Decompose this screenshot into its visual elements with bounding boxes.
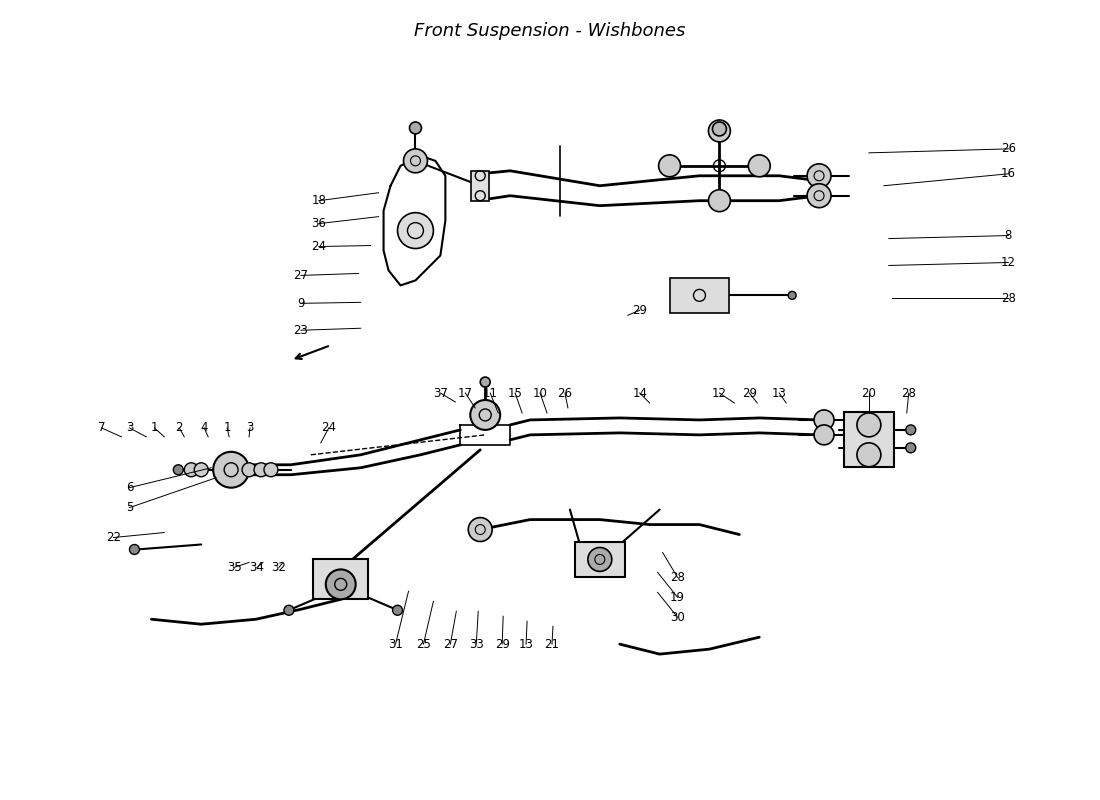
Text: 3: 3 <box>246 422 254 434</box>
Circle shape <box>659 155 681 177</box>
Circle shape <box>404 149 428 173</box>
Bar <box>314 559 369 599</box>
Text: 34: 34 <box>250 561 264 574</box>
Text: 2: 2 <box>176 422 183 434</box>
Text: 12: 12 <box>1001 256 1016 269</box>
Text: 5: 5 <box>125 501 133 514</box>
Circle shape <box>905 425 915 435</box>
Text: 29: 29 <box>495 638 509 650</box>
Text: 11: 11 <box>483 386 497 399</box>
Text: 33: 33 <box>469 638 484 650</box>
Text: 27: 27 <box>443 638 458 650</box>
Circle shape <box>469 518 492 542</box>
Text: 20: 20 <box>861 386 877 399</box>
Text: 21: 21 <box>544 638 560 650</box>
Circle shape <box>789 291 796 299</box>
Text: 27: 27 <box>294 269 308 282</box>
Text: 14: 14 <box>632 386 647 399</box>
Circle shape <box>807 164 830 188</box>
Circle shape <box>814 410 834 430</box>
Circle shape <box>857 443 881 466</box>
Text: 1: 1 <box>223 422 231 434</box>
Text: 3: 3 <box>125 422 133 434</box>
Circle shape <box>254 462 268 477</box>
Text: 29: 29 <box>632 304 647 317</box>
Bar <box>844 413 894 467</box>
Text: 24: 24 <box>311 240 327 253</box>
Text: 12: 12 <box>712 386 727 399</box>
Circle shape <box>130 545 140 554</box>
Text: 26: 26 <box>558 386 572 399</box>
Circle shape <box>185 462 198 477</box>
Text: 18: 18 <box>311 194 327 207</box>
Circle shape <box>213 452 249 488</box>
Circle shape <box>748 155 770 177</box>
Text: 24: 24 <box>321 422 337 434</box>
Bar <box>670 278 729 313</box>
Bar <box>471 170 490 201</box>
Text: 23: 23 <box>294 324 308 337</box>
Circle shape <box>195 462 208 477</box>
Text: 28: 28 <box>1001 292 1015 305</box>
Circle shape <box>857 413 881 437</box>
Text: 1: 1 <box>151 422 158 434</box>
Text: 13: 13 <box>518 638 534 650</box>
Text: 32: 32 <box>272 561 286 574</box>
Text: 22: 22 <box>106 531 121 544</box>
Text: 35: 35 <box>227 561 242 574</box>
Circle shape <box>264 462 278 477</box>
Circle shape <box>481 377 491 387</box>
Text: 31: 31 <box>388 638 403 650</box>
Text: 13: 13 <box>772 386 786 399</box>
Circle shape <box>409 122 421 134</box>
Circle shape <box>905 443 915 453</box>
Circle shape <box>713 122 726 136</box>
Circle shape <box>708 120 730 142</box>
Circle shape <box>242 462 256 477</box>
Circle shape <box>393 606 403 615</box>
Text: 37: 37 <box>433 386 448 399</box>
Text: 30: 30 <box>670 610 685 624</box>
Text: 10: 10 <box>532 386 548 399</box>
Text: 7: 7 <box>98 422 106 434</box>
Circle shape <box>326 570 355 599</box>
Circle shape <box>397 213 433 249</box>
Text: 28: 28 <box>670 571 685 584</box>
Text: 15: 15 <box>508 386 522 399</box>
Text: 4: 4 <box>200 422 208 434</box>
Text: 8: 8 <box>1004 229 1012 242</box>
Text: 19: 19 <box>670 591 685 604</box>
Text: 9: 9 <box>297 297 305 310</box>
Text: 26: 26 <box>1001 142 1016 155</box>
Text: 28: 28 <box>901 386 916 399</box>
Text: 17: 17 <box>458 386 473 399</box>
Circle shape <box>471 400 501 430</box>
Text: 29: 29 <box>741 386 757 399</box>
Text: 25: 25 <box>416 638 431 650</box>
Text: 16: 16 <box>1001 167 1016 180</box>
Circle shape <box>814 425 834 445</box>
Text: 36: 36 <box>311 217 327 230</box>
Circle shape <box>708 190 730 212</box>
Circle shape <box>587 547 612 571</box>
Text: Front Suspension - Wishbones: Front Suspension - Wishbones <box>415 22 685 40</box>
Circle shape <box>284 606 294 615</box>
Circle shape <box>174 465 184 474</box>
Circle shape <box>807 184 830 208</box>
Text: 6: 6 <box>125 481 133 494</box>
Bar <box>575 542 625 577</box>
